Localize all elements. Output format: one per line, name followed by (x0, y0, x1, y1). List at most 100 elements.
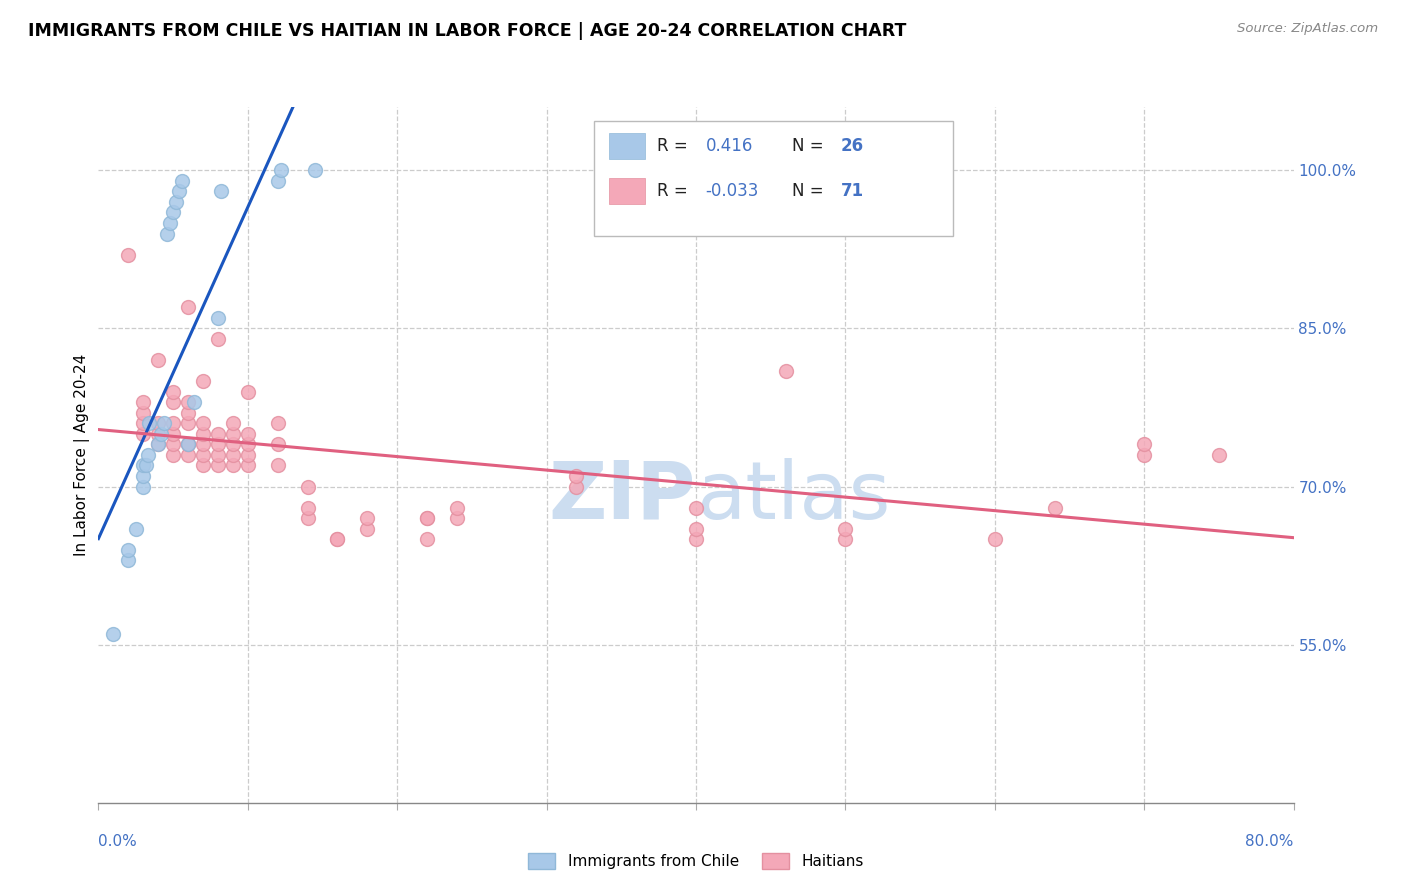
Point (207, 437, 229, 451)
Point (148, 437, 170, 451)
Text: 80.0%: 80.0% (1246, 834, 1294, 849)
Point (207, 332, 229, 346)
Y-axis label: In Labor Force | Age 20-24: In Labor Force | Age 20-24 (75, 354, 90, 556)
Point (416, 511, 439, 525)
Point (162, 426, 184, 441)
Text: -0.033: -0.033 (706, 182, 759, 200)
Point (177, 448, 200, 462)
Point (834, 522, 856, 536)
Point (172, 174, 194, 188)
Point (297, 500, 319, 515)
Point (267, 437, 290, 451)
Point (191, 458, 214, 473)
Point (222, 458, 245, 473)
Point (177, 437, 200, 451)
Point (222, 448, 245, 462)
Point (191, 437, 214, 451)
Point (177, 437, 200, 451)
Point (1133, 437, 1156, 451)
Point (132, 458, 155, 473)
Text: R =: R = (657, 182, 693, 200)
Point (159, 216, 181, 230)
Point (356, 522, 378, 536)
Point (183, 395, 205, 409)
Point (565, 469, 588, 483)
Point (416, 533, 439, 547)
Point (834, 533, 856, 547)
Text: atlas: atlas (696, 458, 890, 536)
Text: N =: N = (792, 137, 828, 155)
Point (1043, 500, 1066, 515)
Point (326, 533, 349, 547)
Text: Source: ZipAtlas.com: Source: ZipAtlas.com (1237, 22, 1378, 36)
Point (446, 500, 468, 515)
Point (209, 185, 232, 199)
Point (222, 426, 245, 441)
Point (236, 448, 259, 462)
Text: IMMIGRANTS FROM CHILE VS HAITIAN IN LABOR FORCE | AGE 20-24 CORRELATION CHART: IMMIGRANTS FROM CHILE VS HAITIAN IN LABO… (28, 22, 907, 40)
FancyBboxPatch shape (609, 178, 644, 204)
Point (984, 533, 1007, 547)
Point (132, 426, 155, 441)
Point (236, 458, 259, 473)
Point (304, 163, 326, 178)
Point (117, 247, 139, 261)
Point (167, 185, 190, 199)
Point (132, 479, 155, 493)
Point (326, 533, 349, 547)
Point (207, 448, 229, 462)
Point (267, 458, 290, 473)
Text: R =: R = (657, 137, 693, 155)
FancyBboxPatch shape (595, 121, 953, 235)
Point (191, 426, 214, 441)
Text: 0.416: 0.416 (706, 137, 752, 155)
Point (162, 384, 184, 399)
Point (1208, 448, 1230, 462)
Point (132, 469, 155, 483)
Point (207, 426, 229, 441)
Point (446, 511, 468, 525)
FancyBboxPatch shape (609, 133, 644, 159)
Point (165, 194, 187, 209)
Point (132, 417, 155, 431)
Point (191, 417, 214, 431)
Point (565, 479, 588, 493)
Point (191, 448, 214, 462)
Point (136, 448, 159, 462)
Point (267, 417, 290, 431)
Text: N =: N = (792, 182, 828, 200)
Point (177, 417, 200, 431)
Point (177, 395, 200, 409)
Point (177, 406, 200, 420)
Point (270, 163, 292, 178)
Point (132, 395, 155, 409)
Point (162, 448, 184, 462)
Point (416, 511, 439, 525)
Point (150, 426, 173, 441)
Point (103, 627, 125, 641)
Point (222, 417, 245, 431)
Point (148, 417, 170, 431)
Point (162, 417, 184, 431)
Point (156, 227, 179, 241)
Text: 0.0%: 0.0% (98, 834, 138, 849)
Point (177, 301, 200, 315)
Point (148, 426, 170, 441)
Point (162, 395, 184, 409)
Point (148, 353, 170, 368)
Legend: Immigrants from Chile, Haitians: Immigrants from Chile, Haitians (522, 847, 870, 875)
Point (132, 406, 155, 420)
Point (685, 522, 707, 536)
Point (207, 310, 229, 325)
Point (297, 479, 319, 493)
Point (356, 511, 378, 525)
Point (162, 205, 184, 219)
Point (207, 458, 229, 473)
Point (685, 533, 707, 547)
Point (236, 426, 259, 441)
Text: 71: 71 (841, 182, 863, 200)
Point (125, 522, 148, 536)
Point (138, 417, 160, 431)
Point (117, 553, 139, 567)
Text: 26: 26 (841, 137, 863, 155)
